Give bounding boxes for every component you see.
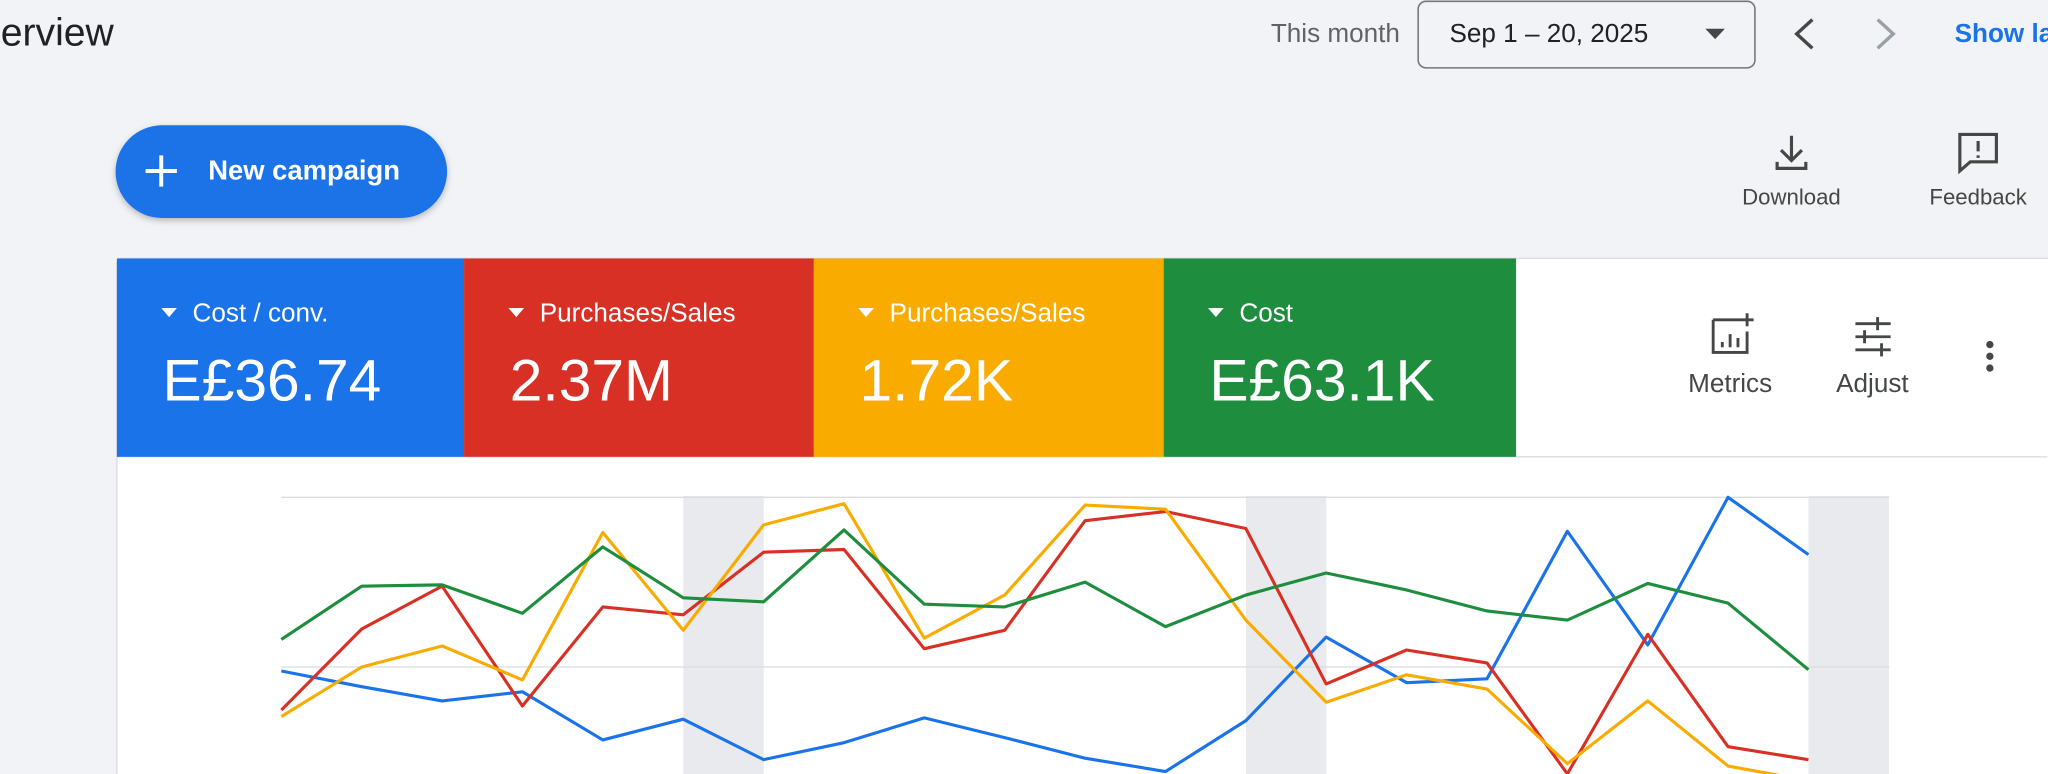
card-label: Purchases/Sales: [540, 297, 736, 327]
dot[interactable]: [1986, 352, 1994, 360]
adjust-button[interactable]: Adjust: [1836, 317, 1909, 398]
scorecards: Cost / conv. E£36.74 Purchases/Sales 2.37M P…: [116, 258, 1517, 457]
card-dropdown: [161, 308, 177, 318]
card-label: Purchases/Sales: [890, 297, 1086, 327]
chart-area: [280, 495, 1890, 774]
card-dropdown: [508, 308, 525, 318]
weekend-band: [683, 495, 764, 774]
new-campaign-button[interactable]: New campaign: [115, 125, 448, 218]
more-button[interactable]: [1986, 340, 1994, 372]
date-picker-box[interactable]: [1417, 0, 1756, 69]
metrics-icon[interactable]: [1711, 313, 1754, 354]
feedback-icon[interactable]: [1958, 132, 1998, 175]
scorecard[interactable]: [116, 258, 465, 457]
download-label[interactable]: Download: [1742, 184, 1841, 209]
trend-line: [280, 502, 1781, 774]
card-value: 2.37M: [510, 349, 673, 414]
date-range[interactable]: Sep 1 – 20, 2025: [1450, 18, 1649, 48]
show-link[interactable]: Show la: [1955, 18, 2048, 48]
prev-button[interactable]: [1794, 18, 1814, 50]
dot[interactable]: [1986, 340, 1994, 349]
card-dropdown: [858, 308, 874, 318]
card-value: E£63.1K: [1209, 349, 1434, 414]
trend-line: [281, 495, 1810, 774]
scorecard[interactable]: [813, 258, 1164, 457]
next-button[interactable]: [1876, 18, 1896, 50]
date-picker[interactable]: Sep 1 – 20, 2025: [1417, 0, 1756, 69]
button-label[interactable]: New campaign: [208, 155, 400, 186]
page-title: erview: [1, 12, 115, 55]
dropdown-arrow[interactable]: [1705, 28, 1725, 40]
adjust-icon[interactable]: [1855, 317, 1891, 357]
card-value: E£36.74: [163, 349, 382, 414]
weekend-band: [1245, 495, 1327, 774]
scorecard[interactable]: [464, 258, 814, 457]
plus-icon[interactable]: [145, 155, 177, 187]
metrics-button[interactable]: Metrics: [1688, 313, 1772, 398]
download-button[interactable]: Download: [1742, 135, 1841, 210]
button-bg[interactable]: [115, 125, 448, 218]
feedback-label[interactable]: Feedback: [1929, 184, 2027, 209]
card-label: Cost: [1239, 297, 1293, 327]
trend-lines: [280, 495, 1810, 774]
card-value: 1.72K: [860, 349, 1013, 414]
card-label: Cost / conv.: [193, 297, 329, 327]
feedback-button[interactable]: Feedback: [1929, 132, 2028, 209]
adjust-label[interactable]: Adjust: [1836, 368, 1909, 398]
download-icon[interactable]: [1775, 135, 1808, 170]
trend-line: [280, 528, 1810, 671]
card-dropdown: [1208, 308, 1224, 318]
dot[interactable]: [1986, 364, 1994, 372]
scorecard[interactable]: [1163, 258, 1517, 457]
trend-line: [280, 509, 1809, 774]
range-label: This month: [1271, 18, 1400, 48]
weekend-band: [1808, 495, 1889, 774]
metrics-label[interactable]: Metrics: [1688, 368, 1772, 398]
